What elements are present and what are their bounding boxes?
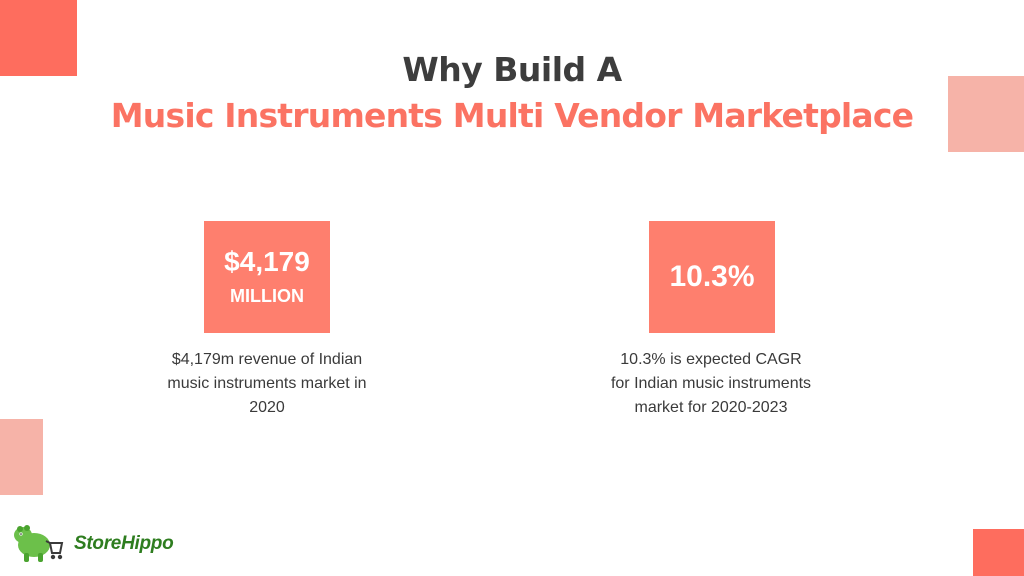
decorative-square-bottom-right xyxy=(973,529,1024,576)
logo-wordmark: StoreHippo xyxy=(74,533,174,554)
description-line: for Indian music instruments xyxy=(610,375,812,392)
page-title: Why Build A xyxy=(402,50,622,89)
hippo-mascot-icon xyxy=(10,521,72,567)
decorative-square-top-right xyxy=(948,76,1024,152)
stat-value: $4,179 xyxy=(224,246,310,277)
description-line: market for 2020-2023 xyxy=(634,399,788,416)
description-line: music instruments market in xyxy=(167,375,367,392)
decorative-square-bottom-left xyxy=(0,419,43,495)
description-line: $4,179m revenue of Indian xyxy=(171,351,363,368)
storehippo-logo: StoreHippo xyxy=(10,519,174,569)
stat-box-cagr: 10.3% xyxy=(649,221,775,333)
stat-description-revenue: $4,179m revenue of Indian music instrume… xyxy=(145,348,389,420)
page-subtitle: Music Instruments Multi Vendor Marketpla… xyxy=(110,96,914,135)
decorative-square-top-left xyxy=(0,0,77,76)
stat-box-revenue: $4,179 MILLION xyxy=(204,221,330,333)
stat-description-cagr: 10.3% is expected CAGR for Indian music … xyxy=(589,348,833,420)
stat-value: 10.3% xyxy=(669,260,755,293)
stat-unit: MILLION xyxy=(230,286,304,306)
description-line: 10.3% is expected CAGR xyxy=(620,351,802,368)
description-line: 2020 xyxy=(249,399,285,416)
